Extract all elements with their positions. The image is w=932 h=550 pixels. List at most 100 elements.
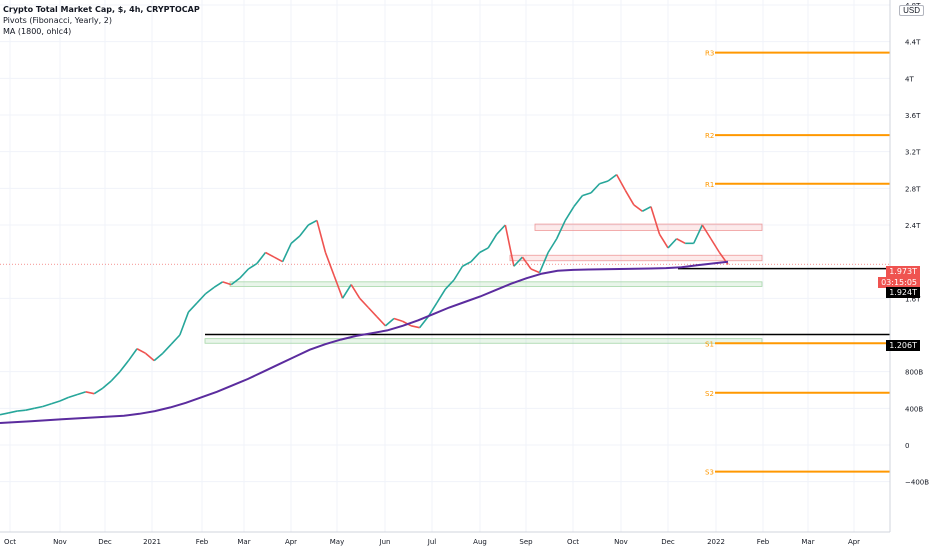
price-segment bbox=[710, 238, 721, 253]
currency-button[interactable]: USD bbox=[899, 5, 924, 16]
price-segment bbox=[136, 348, 146, 355]
price-segment bbox=[359, 297, 369, 309]
price-segment bbox=[179, 311, 190, 336]
x-tick-label: Dec bbox=[98, 538, 112, 546]
price-segment bbox=[145, 352, 155, 362]
x-tick-label: 2021 bbox=[143, 538, 161, 546]
y-tick-label: 3.2T bbox=[905, 149, 921, 157]
price-segment bbox=[504, 224, 515, 267]
x-tick-label: Aug bbox=[473, 538, 487, 546]
price-segment bbox=[170, 334, 181, 345]
price-segment bbox=[555, 220, 566, 240]
x-tick-label: Feb bbox=[196, 538, 209, 546]
price-segment bbox=[658, 233, 669, 249]
y-tick-label: 2.8T bbox=[905, 185, 921, 193]
x-tick-label: Apr bbox=[848, 538, 860, 546]
price-segment bbox=[25, 407, 35, 411]
pivot-levels: R3 R2 R1 S1 S2 S3 bbox=[705, 50, 890, 477]
y-tick-label: 400B bbox=[905, 405, 923, 413]
level-tag-2: 1.206T bbox=[886, 340, 920, 351]
price-segment bbox=[410, 325, 420, 329]
price-segment bbox=[615, 174, 626, 191]
chart-legend: Crypto Total Market Cap, $, 4h, CRYPTOCA… bbox=[3, 4, 200, 37]
price-segment bbox=[162, 343, 172, 354]
x-tick-label: 2022 bbox=[707, 538, 725, 546]
price-segment bbox=[102, 380, 112, 389]
price-segment bbox=[0, 412, 9, 416]
price-segment bbox=[76, 391, 86, 396]
price-segment bbox=[187, 302, 198, 313]
x-tick-label: Nov bbox=[614, 538, 628, 546]
price-segment bbox=[93, 387, 104, 395]
price-segment bbox=[196, 293, 207, 304]
price-segment bbox=[444, 279, 455, 290]
price-segment bbox=[110, 371, 121, 382]
price-segment bbox=[607, 173, 618, 182]
price-segment bbox=[213, 281, 224, 289]
price-segment bbox=[316, 220, 327, 253]
price-segment bbox=[333, 275, 344, 299]
price-segment bbox=[419, 316, 429, 329]
pivot-label: R1 bbox=[705, 181, 714, 189]
price-tag: 1.973T bbox=[886, 266, 920, 277]
y-tick-label: 1.6T bbox=[905, 295, 921, 303]
price-segment bbox=[599, 180, 609, 185]
price-segment bbox=[239, 268, 249, 279]
price-segment bbox=[8, 410, 18, 414]
price-segment bbox=[650, 206, 661, 235]
x-tick-label: Jun bbox=[379, 538, 391, 546]
price-segment bbox=[350, 284, 361, 299]
price-series bbox=[0, 173, 729, 424]
price-segment bbox=[256, 252, 267, 264]
price-segment bbox=[479, 247, 489, 254]
zone-green bbox=[229, 281, 763, 287]
price-segment bbox=[85, 391, 95, 395]
price-segment bbox=[17, 409, 26, 412]
price-segment bbox=[521, 256, 532, 270]
price-segment bbox=[393, 317, 403, 323]
zones bbox=[204, 223, 763, 344]
price-segment bbox=[530, 268, 540, 274]
price-segment bbox=[119, 360, 130, 373]
price-segment bbox=[624, 189, 635, 206]
x-tick-label: Sep bbox=[519, 538, 533, 546]
price-segment bbox=[59, 396, 69, 402]
chart-grid bbox=[0, 0, 890, 532]
price-segment bbox=[496, 224, 506, 235]
price-segment bbox=[676, 238, 686, 245]
price-segment bbox=[427, 302, 438, 318]
price-segment bbox=[436, 288, 447, 304]
price-segment bbox=[384, 317, 395, 327]
x-tick-label: Jul bbox=[427, 538, 437, 546]
price-segment bbox=[153, 352, 164, 362]
legend-title: Crypto Total Market Cap, $, 4h, CRYPTOCA… bbox=[3, 5, 200, 14]
price-segment bbox=[564, 206, 575, 221]
price-segment bbox=[367, 306, 378, 318]
price-segment bbox=[538, 252, 549, 273]
y-tick-label: −400B bbox=[905, 479, 929, 487]
y-tick-label: 800B bbox=[905, 369, 923, 377]
horizontal-levels bbox=[0, 263, 890, 336]
price-segment bbox=[51, 400, 61, 405]
y-tick-label: 3.6T bbox=[905, 112, 921, 120]
price-segment bbox=[582, 192, 592, 197]
x-tick-label: Mar bbox=[801, 538, 814, 546]
level-tag-1: 1.924T bbox=[886, 287, 920, 298]
price-segment bbox=[547, 238, 558, 253]
price-segment bbox=[247, 262, 258, 270]
price-segment bbox=[641, 205, 652, 212]
price-segment bbox=[230, 277, 241, 286]
price-segment bbox=[513, 256, 524, 267]
pivot-label: R2 bbox=[705, 132, 714, 140]
price-segment bbox=[127, 348, 138, 362]
price-segment bbox=[341, 284, 352, 299]
legend-ma: MA (1800, ohlc4) bbox=[3, 27, 72, 36]
pivot-label: S3 bbox=[705, 469, 714, 477]
x-tick-label: May bbox=[330, 538, 344, 546]
price-segment bbox=[701, 224, 712, 240]
pivot-label: R3 bbox=[705, 50, 714, 58]
price-segment bbox=[42, 402, 52, 408]
y-tick-label: 4.4T bbox=[905, 39, 921, 47]
